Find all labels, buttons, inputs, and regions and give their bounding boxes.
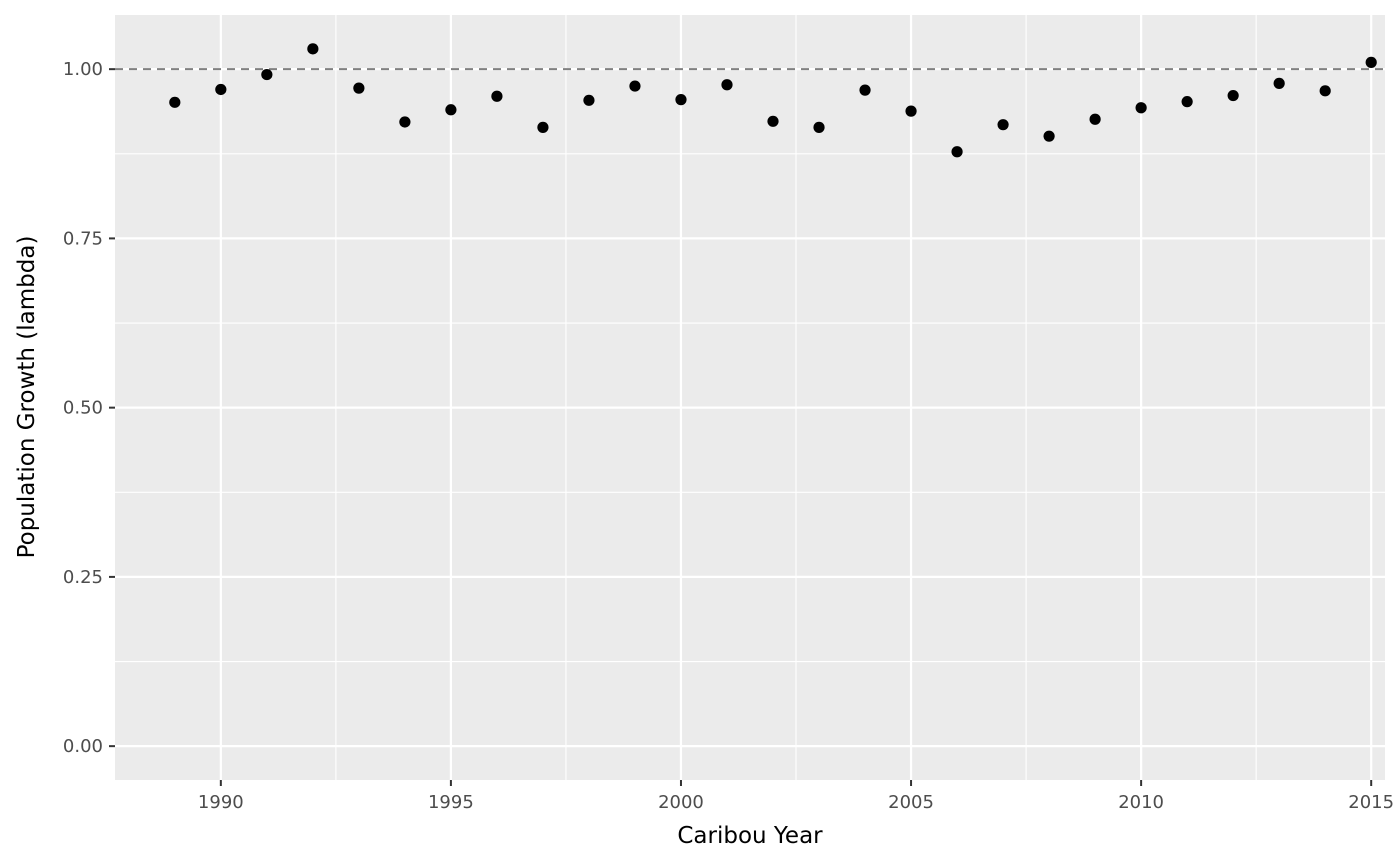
x-tick-label: 1990 (198, 792, 244, 813)
data-point (261, 68, 273, 81)
major-gridlines (115, 15, 1385, 780)
data-point (1043, 130, 1055, 142)
data-point (1273, 77, 1285, 89)
x-axis-title: Caribou Year (677, 823, 823, 849)
data-point (215, 83, 227, 96)
data-point (537, 121, 549, 133)
data-point (583, 94, 595, 106)
y-tick-label: 1.00 (63, 59, 103, 80)
x-tick-label: 2015 (1348, 792, 1394, 813)
data-point (353, 82, 365, 94)
data-point (399, 116, 411, 128)
data-point (1365, 56, 1377, 68)
data-point (721, 79, 733, 91)
y-axis-ticks: 0.00 0.25 0.50 0.75 1.00 (63, 59, 115, 757)
data-point (307, 43, 319, 55)
data-point (169, 96, 181, 108)
data-point (1089, 113, 1101, 125)
y-tick-label: 0.75 (63, 228, 103, 249)
y-axis-title: Population Growth (lambda) (14, 236, 40, 559)
minor-gridlines (115, 15, 1385, 780)
x-tick-label: 2000 (658, 792, 704, 813)
y-tick-label: 0.25 (63, 567, 103, 588)
data-point (1319, 85, 1331, 97)
data-point (1227, 89, 1239, 102)
x-tick-label: 1995 (428, 792, 474, 813)
y-tick-label: 0.00 (63, 736, 103, 757)
x-axis-ticks: 1990 1995 2000 2005 2010 2015 (198, 780, 1394, 813)
data-point (675, 94, 687, 106)
data-points (169, 43, 1377, 158)
data-point (1181, 96, 1193, 108)
x-tick-label: 2010 (1118, 792, 1164, 813)
x-tick-label: 2005 (888, 792, 934, 813)
data-point (905, 105, 917, 117)
data-point (629, 80, 641, 92)
data-point (767, 115, 779, 127)
data-point (1135, 102, 1147, 114)
data-point (445, 104, 457, 116)
y-tick-label: 0.50 (63, 398, 103, 419)
data-point (997, 119, 1009, 131)
data-point (813, 121, 825, 133)
data-point (491, 90, 503, 102)
panel-background (115, 15, 1385, 780)
data-point (859, 84, 871, 96)
data-point (951, 146, 963, 158)
